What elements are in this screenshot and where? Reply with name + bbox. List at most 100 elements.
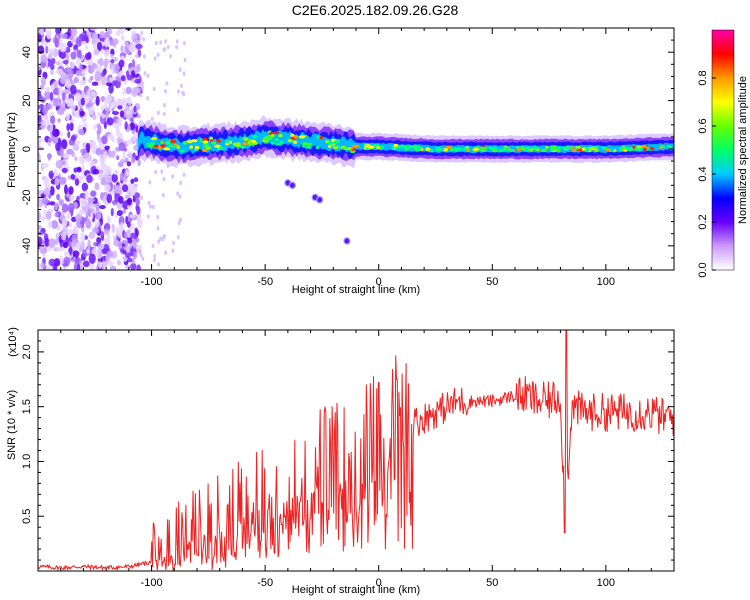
noise-blob (100, 217, 104, 226)
noise-blob (85, 151, 90, 162)
noise-blob (141, 256, 145, 261)
band-peak (517, 147, 522, 152)
noise-blob (62, 241, 69, 249)
noise-blob (159, 236, 162, 242)
noise-blob (78, 128, 85, 136)
band-peak (163, 147, 171, 151)
band-peak (445, 145, 453, 149)
noise-blob (100, 96, 106, 102)
noise-blob (40, 261, 45, 270)
noise-blob (56, 96, 61, 107)
noise-blob (55, 232, 59, 240)
snr-background (38, 330, 674, 571)
snr-y-multiplier: (x10⁴) (7, 327, 19, 357)
noise-blob (136, 264, 141, 270)
noise-blob (124, 41, 129, 48)
noise-blob (140, 195, 143, 201)
noise-blob (125, 86, 132, 95)
colorbar-tick-label: 0.0 (697, 262, 709, 277)
band-peak (287, 139, 294, 143)
noise-blob (89, 28, 98, 31)
band-peak (160, 140, 165, 145)
band-peak (242, 142, 249, 146)
noise-blob (48, 48, 56, 54)
band-peak (443, 148, 449, 152)
noise-blob (54, 178, 60, 186)
noise-blob (160, 169, 164, 174)
noise-blob (105, 95, 113, 103)
noise-blob (111, 266, 115, 270)
band-peak (508, 148, 514, 152)
noise-blob (58, 38, 63, 49)
noise-blob (88, 253, 96, 264)
noise-blob (75, 242, 81, 250)
page-title: C2E6.2025.182.09.26.G28 (291, 2, 459, 18)
noise-blob (38, 65, 42, 71)
noise-blob (70, 28, 77, 37)
noise-blob (44, 237, 50, 247)
noise-blob (183, 40, 186, 46)
noise-blob (95, 147, 102, 156)
band-peak (270, 141, 275, 145)
noise-blob (47, 137, 53, 143)
band-peak (302, 142, 308, 146)
noise-blob (112, 235, 117, 240)
band-peak (405, 147, 409, 152)
noise-blob (61, 203, 69, 213)
band-peak (407, 145, 414, 149)
noise-blob (46, 29, 52, 40)
noise-blob (121, 184, 129, 193)
noise-blob (79, 261, 84, 270)
x-tick-label: 100 (597, 577, 615, 589)
noise-blob (45, 210, 52, 220)
spectrogram-heatmap (38, 28, 674, 270)
noise-blob (108, 150, 112, 158)
noise-blob (172, 240, 175, 246)
band-peak (504, 146, 509, 150)
band-peak (618, 147, 623, 151)
colorbar-ticks: 0.0 0.2 0.4 0.6 0.8 (697, 70, 716, 278)
y-tick-label: 1.0 (21, 454, 33, 469)
noise-blob (38, 137, 42, 143)
noise-blob (40, 216, 47, 221)
noise-blob (95, 95, 100, 107)
noise-blob (103, 47, 110, 58)
noise-blob (99, 57, 104, 67)
noise-blob (166, 44, 170, 50)
colorbar-gradient (711, 29, 735, 271)
noise-blob (70, 135, 77, 141)
noise-blob (75, 214, 82, 223)
noise-blob (105, 165, 112, 176)
noise-blob (84, 52, 91, 61)
noise-blob (103, 59, 109, 68)
noise-blob (55, 28, 62, 35)
noise-blob (79, 63, 83, 74)
noise-blob (58, 199, 64, 206)
spectrogram-ticks: -100 -50 0 50 100 -40 -20 0 20 40 (21, 27, 675, 288)
noise-blob (118, 196, 124, 204)
noise-blob (126, 161, 132, 167)
noise-blob (152, 86, 156, 92)
noise-blob (118, 59, 125, 68)
band-peak (436, 146, 442, 150)
noise-blob (63, 256, 71, 267)
noise-blob (53, 263, 58, 270)
band-peak (315, 145, 320, 150)
noise-blob (113, 169, 119, 175)
noise-blob (169, 53, 172, 59)
noise-blob (153, 253, 157, 259)
noise-blob (124, 47, 131, 55)
noise-blob (54, 202, 58, 211)
noise-blob (98, 261, 102, 270)
noise-blob (62, 59, 69, 65)
noise-blob (80, 165, 85, 176)
noise-blob (151, 243, 155, 249)
band-peak (649, 147, 655, 151)
x-tick-label: -100 (141, 276, 163, 288)
noise-blob (113, 239, 119, 246)
band-peak (160, 144, 166, 148)
band-peak (327, 141, 334, 145)
noise-blob (124, 194, 130, 199)
noise-blob (104, 107, 111, 112)
